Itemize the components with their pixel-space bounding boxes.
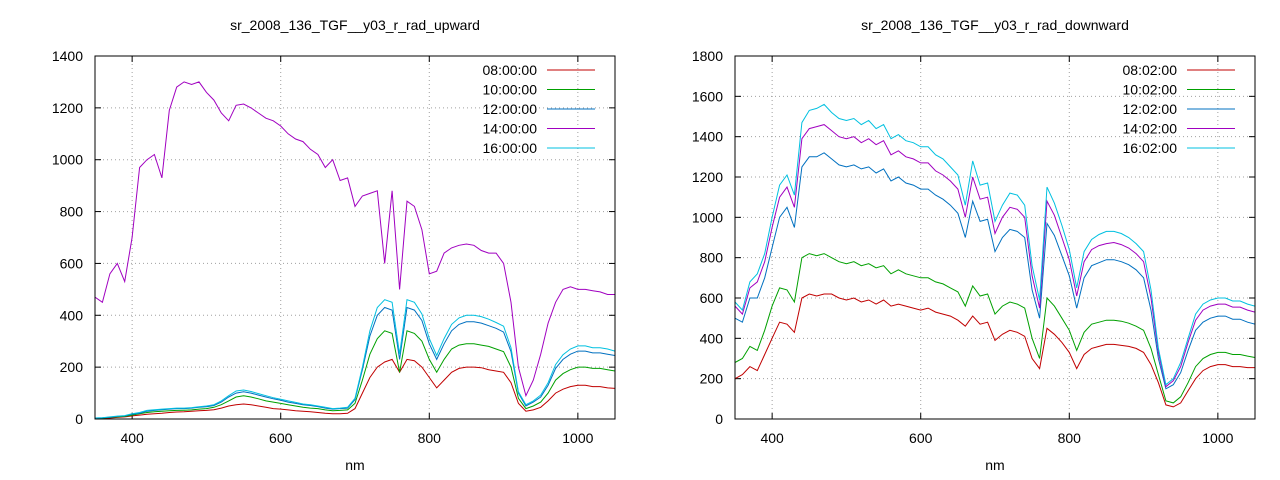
- x-tick-label: 800: [1058, 430, 1082, 446]
- y-tick-label: 600: [700, 290, 724, 306]
- legend-label: 08:00:00: [483, 62, 538, 78]
- series-line-4: [95, 81, 615, 398]
- y-tick-label: 1600: [692, 88, 723, 104]
- y-tick-label: 200: [700, 371, 724, 387]
- plot-frame: [734, 55, 1256, 420]
- series-line-1: [95, 358, 615, 419]
- series-line-2: [735, 253, 1255, 404]
- x-axis-label: nm: [985, 457, 1004, 473]
- legend-label: 10:02:00: [1123, 82, 1178, 98]
- y-tick-label: 400: [700, 330, 724, 346]
- y-tick-label: 600: [60, 255, 84, 271]
- x-axis-label: nm: [345, 457, 364, 473]
- x-tick-label: 1000: [562, 430, 593, 446]
- y-tick-label: 1000: [52, 152, 83, 168]
- y-tick-label: 0: [715, 411, 723, 427]
- series-line-1: [735, 293, 1255, 408]
- chart-1: sr_2008_136_TGF__y03_r_rad_upward 0 200 400…: [52, 17, 616, 473]
- legend-label: 12:02:00: [1123, 101, 1178, 117]
- y-tick-label: 800: [700, 250, 724, 266]
- y-tick-label: 800: [60, 204, 84, 220]
- y-tick-label: 400: [60, 307, 84, 323]
- x-tick-label: 800: [418, 430, 442, 446]
- y-tick-label: 1200: [52, 100, 83, 116]
- legend-label: 10:00:00: [483, 82, 538, 98]
- y-tick-label: 1200: [692, 169, 723, 185]
- series-line-3: [95, 306, 615, 419]
- x-tick-label: 600: [269, 430, 293, 446]
- legend-label: 16:02:00: [1123, 140, 1178, 156]
- chart-title: sr_2008_136_TGF__y03_r_rad_downward: [861, 17, 1129, 33]
- x-tick-label: 600: [909, 430, 933, 446]
- y-tick-label: 1800: [692, 48, 723, 64]
- x-tick-label: 1000: [1202, 430, 1233, 446]
- x-tick-label: 400: [760, 430, 784, 446]
- chart-title: sr_2008_136_TGF__y03_r_rad_upward: [230, 17, 480, 33]
- series-line-5: [735, 103, 1255, 386]
- y-tick-label: 0: [75, 411, 83, 427]
- plot-frame: [94, 55, 616, 420]
- y-tick-label: 1000: [692, 209, 723, 225]
- series-line-2: [95, 330, 615, 419]
- legend-label: 14:00:00: [483, 121, 538, 137]
- series-line-5: [95, 299, 615, 419]
- chart-2: sr_2008_136_TGF__y03_r_rad_downward 0 200 4…: [692, 17, 1256, 473]
- legend-label: 12:00:00: [483, 101, 538, 117]
- series-line-3: [735, 152, 1255, 390]
- legend-label: 16:00:00: [483, 140, 538, 156]
- y-tick-label: 1400: [692, 129, 723, 145]
- x-tick-label: 400: [120, 430, 144, 446]
- y-tick-label: 200: [60, 359, 84, 375]
- series-line-4: [735, 124, 1255, 388]
- y-tick-label: 1400: [52, 48, 83, 64]
- legend-label: 14:02:00: [1123, 121, 1178, 137]
- legend-label: 08:02:00: [1123, 62, 1178, 78]
